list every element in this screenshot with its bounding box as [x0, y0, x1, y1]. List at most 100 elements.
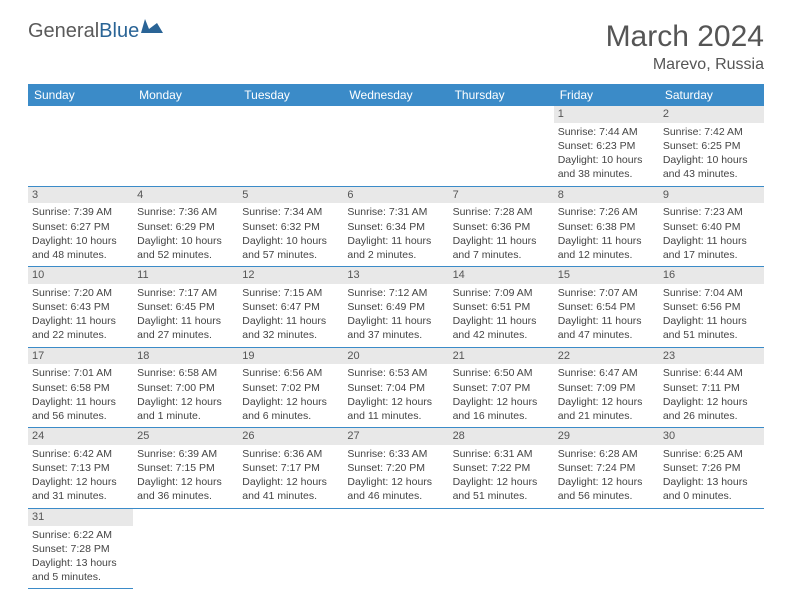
daylight-text: Daylight: 12 hours and 31 minutes.	[32, 475, 129, 503]
calendar-day-cell: 19Sunrise: 6:56 AMSunset: 7:02 PMDayligh…	[238, 347, 343, 428]
logo-text-2: Blue	[99, 20, 139, 43]
sunrise-text: Sunrise: 7:31 AM	[347, 205, 444, 219]
calendar-day-cell: 27 Sunrise: 6:33 AMSunset: 7:20 PMDayligh…	[343, 428, 448, 509]
sunset-text: Sunset: 6:29 PM	[137, 220, 234, 234]
day-number: 31	[28, 509, 133, 526]
calendar-week-row: 17Sunrise: 7:01 AMSunset: 6:58 PMDayligh…	[28, 347, 764, 428]
sunrise-text: Sunrise: 7:20 AM	[32, 286, 129, 300]
weekday-header: Sunday	[28, 84, 133, 106]
sunset-text: Sunset: 6:43 PM	[32, 300, 129, 314]
sunset-text: Sunset: 7:02 PM	[242, 381, 339, 395]
day-number: 29	[554, 428, 659, 445]
calendar-day-cell: 12Sunrise: 7:15 AMSunset: 6:47 PMDayligh…	[238, 267, 343, 348]
sunset-text: Sunset: 7:24 PM	[558, 461, 655, 475]
calendar-empty-cell	[133, 106, 238, 186]
daylight-text: Daylight: 11 hours and 32 minutes.	[242, 314, 339, 342]
sunset-text: Sunset: 7:20 PM	[347, 461, 444, 475]
day-number: 9	[659, 187, 764, 204]
sunset-text: Sunset: 7:04 PM	[347, 381, 444, 395]
sunrise-text: Sunrise: 7:12 AM	[347, 286, 444, 300]
sunrise-text: Sunrise: 6:47 AM	[558, 366, 655, 380]
calendar-day-cell: 31Sunrise: 6:22 AMSunset: 7:28 PMDayligh…	[28, 508, 133, 589]
sunset-text: Sunset: 6:34 PM	[347, 220, 444, 234]
day-number: 16	[659, 267, 764, 284]
weekday-header: Friday	[554, 84, 659, 106]
title-block: March 2024 Marevo, Russia	[606, 20, 764, 74]
sunrise-text: Sunrise: 7:42 AM	[663, 125, 760, 139]
sunrise-text: Sunrise: 6:56 AM	[242, 366, 339, 380]
calendar-day-cell: 13Sunrise: 7:12 AMSunset: 6:49 PMDayligh…	[343, 267, 448, 348]
calendar-day-cell: 6Sunrise: 7:31 AMSunset: 6:34 PMDaylight…	[343, 186, 448, 267]
daylight-text: Daylight: 11 hours and 22 minutes.	[32, 314, 129, 342]
sunrise-text: Sunrise: 6:42 AM	[32, 447, 129, 461]
sunrise-text: Sunrise: 6:33 AM	[347, 447, 444, 461]
daylight-text: Daylight: 10 hours and 43 minutes.	[663, 153, 760, 181]
daylight-text: Daylight: 11 hours and 51 minutes.	[663, 314, 760, 342]
sunset-text: Sunset: 6:32 PM	[242, 220, 339, 234]
sunset-text: Sunset: 6:47 PM	[242, 300, 339, 314]
sunrise-text: Sunrise: 7:04 AM	[663, 286, 760, 300]
calendar-body: 1Sunrise: 7:44 AMSunset: 6:23 PMDaylight…	[28, 106, 764, 589]
daylight-text: Daylight: 10 hours and 48 minutes.	[32, 234, 129, 262]
daylight-text: Daylight: 12 hours and 46 minutes.	[347, 475, 444, 503]
daylight-text: Daylight: 11 hours and 12 minutes.	[558, 234, 655, 262]
calendar-day-cell: 23Sunrise: 6:44 AMSunset: 7:11 PMDayligh…	[659, 347, 764, 428]
sunset-text: Sunset: 6:36 PM	[453, 220, 550, 234]
calendar-day-cell: 1Sunrise: 7:44 AMSunset: 6:23 PMDaylight…	[554, 106, 659, 186]
daylight-text: Daylight: 11 hours and 17 minutes.	[663, 234, 760, 262]
daylight-text: Daylight: 11 hours and 37 minutes.	[347, 314, 444, 342]
day-number: 20	[343, 348, 448, 365]
calendar-empty-cell	[449, 106, 554, 186]
daylight-text: Daylight: 11 hours and 42 minutes.	[453, 314, 550, 342]
daylight-text: Daylight: 10 hours and 52 minutes.	[137, 234, 234, 262]
calendar-day-cell: 18Sunrise: 6:58 AMSunset: 7:00 PMDayligh…	[133, 347, 238, 428]
sunset-text: Sunset: 6:49 PM	[347, 300, 444, 314]
calendar-week-row: 31Sunrise: 6:22 AMSunset: 7:28 PMDayligh…	[28, 508, 764, 589]
daylight-text: Daylight: 12 hours and 56 minutes.	[558, 475, 655, 503]
daylight-text: Daylight: 12 hours and 21 minutes.	[558, 395, 655, 423]
sunrise-text: Sunrise: 6:36 AM	[242, 447, 339, 461]
day-number: 15	[554, 267, 659, 284]
day-number: 27	[343, 428, 448, 445]
weekday-header: Thursday	[449, 84, 554, 106]
daylight-text: Daylight: 12 hours and 36 minutes.	[137, 475, 234, 503]
sunset-text: Sunset: 6:40 PM	[663, 220, 760, 234]
day-number: 28	[449, 428, 554, 445]
calendar-day-cell: 7Sunrise: 7:28 AMSunset: 6:36 PMDaylight…	[449, 186, 554, 267]
day-number: 30	[659, 428, 764, 445]
calendar-empty-cell	[238, 106, 343, 186]
sunset-text: Sunset: 7:26 PM	[663, 461, 760, 475]
calendar-week-row: 24Sunrise: 6:42 AMSunset: 7:13 PMDayligh…	[28, 428, 764, 509]
calendar-empty-cell	[554, 508, 659, 589]
daylight-text: Daylight: 11 hours and 47 minutes.	[558, 314, 655, 342]
sunrise-text: Sunrise: 7:09 AM	[453, 286, 550, 300]
day-number: 17	[28, 348, 133, 365]
daylight-text: Daylight: 11 hours and 56 minutes.	[32, 395, 129, 423]
calendar-empty-cell	[343, 106, 448, 186]
sunset-text: Sunset: 6:56 PM	[663, 300, 760, 314]
calendar-day-cell: 29Sunrise: 6:28 AMSunset: 7:24 PMDayligh…	[554, 428, 659, 509]
sunrise-text: Sunrise: 7:36 AM	[137, 205, 234, 219]
calendar-day-cell: 25Sunrise: 6:39 AMSunset: 7:15 PMDayligh…	[133, 428, 238, 509]
calendar-day-cell: 10Sunrise: 7:20 AMSunset: 6:43 PMDayligh…	[28, 267, 133, 348]
page-title: March 2024	[606, 20, 764, 54]
daylight-text: Daylight: 12 hours and 26 minutes.	[663, 395, 760, 423]
day-number: 21	[449, 348, 554, 365]
calendar-day-cell: 20Sunrise: 6:53 AMSunset: 7:04 PMDayligh…	[343, 347, 448, 428]
daylight-text: Daylight: 11 hours and 2 minutes.	[347, 234, 444, 262]
sunset-text: Sunset: 6:58 PM	[32, 381, 129, 395]
calendar-empty-cell	[449, 508, 554, 589]
weekday-header: Saturday	[659, 84, 764, 106]
sunset-text: Sunset: 6:51 PM	[453, 300, 550, 314]
sunrise-text: Sunrise: 7:34 AM	[242, 205, 339, 219]
sunrise-text: Sunrise: 7:39 AM	[32, 205, 129, 219]
calendar-day-cell: 21Sunrise: 6:50 AMSunset: 7:07 PMDayligh…	[449, 347, 554, 428]
calendar-week-row: 1Sunrise: 7:44 AMSunset: 6:23 PMDaylight…	[28, 106, 764, 186]
calendar-empty-cell	[28, 106, 133, 186]
sunset-text: Sunset: 6:54 PM	[558, 300, 655, 314]
sunrise-text: Sunrise: 7:28 AM	[453, 205, 550, 219]
location-label: Marevo, Russia	[606, 56, 764, 74]
calendar-day-cell: 4Sunrise: 7:36 AMSunset: 6:29 PMDaylight…	[133, 186, 238, 267]
sunrise-text: Sunrise: 7:26 AM	[558, 205, 655, 219]
daylight-text: Daylight: 13 hours and 5 minutes.	[32, 556, 129, 584]
